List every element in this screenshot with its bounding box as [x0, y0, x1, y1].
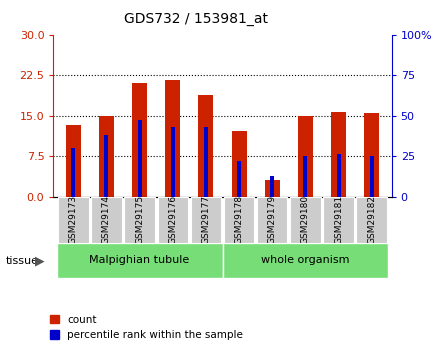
Bar — [171, 127, 175, 197]
Bar — [158, 197, 188, 243]
Bar — [71, 148, 75, 197]
Bar — [324, 197, 354, 243]
Bar — [237, 161, 241, 197]
Bar — [190, 197, 221, 243]
Bar — [132, 83, 147, 197]
Bar — [165, 80, 180, 197]
Text: Malpighian tubule: Malpighian tubule — [89, 256, 190, 265]
Text: GSM29178: GSM29178 — [235, 195, 243, 244]
Bar — [105, 135, 109, 197]
Bar — [91, 197, 121, 243]
Text: GSM29179: GSM29179 — [268, 195, 277, 244]
Bar — [58, 197, 89, 243]
Text: ▶: ▶ — [35, 255, 45, 268]
Bar — [298, 116, 313, 197]
Bar — [270, 176, 274, 197]
Bar — [290, 197, 321, 243]
Text: GSM29173: GSM29173 — [69, 195, 78, 244]
Legend: count, percentile rank within the sample: count, percentile rank within the sample — [50, 315, 243, 340]
Text: GSM29174: GSM29174 — [102, 195, 111, 244]
Bar — [231, 131, 247, 197]
Bar — [265, 180, 280, 197]
Text: GSM29175: GSM29175 — [135, 195, 144, 244]
Bar — [198, 95, 214, 197]
Bar — [331, 112, 346, 197]
Text: GSM29180: GSM29180 — [301, 195, 310, 244]
Bar — [364, 113, 379, 197]
Bar — [124, 197, 155, 243]
Bar — [303, 156, 307, 197]
Text: GDS732 / 153981_at: GDS732 / 153981_at — [124, 12, 268, 26]
Text: GSM29177: GSM29177 — [202, 195, 210, 244]
Bar — [356, 197, 387, 243]
Bar — [138, 120, 142, 197]
Bar — [257, 197, 287, 243]
Bar — [370, 156, 374, 197]
Bar — [66, 125, 81, 197]
Text: tissue: tissue — [5, 256, 38, 266]
Bar — [57, 243, 222, 278]
Bar — [222, 243, 388, 278]
Text: whole organism: whole organism — [261, 256, 350, 265]
Text: GSM29181: GSM29181 — [334, 195, 343, 244]
Text: GSM29176: GSM29176 — [168, 195, 177, 244]
Text: GSM29182: GSM29182 — [367, 195, 376, 244]
Bar — [99, 116, 114, 197]
Bar — [224, 197, 255, 243]
Bar — [204, 127, 208, 197]
Bar — [336, 155, 340, 197]
